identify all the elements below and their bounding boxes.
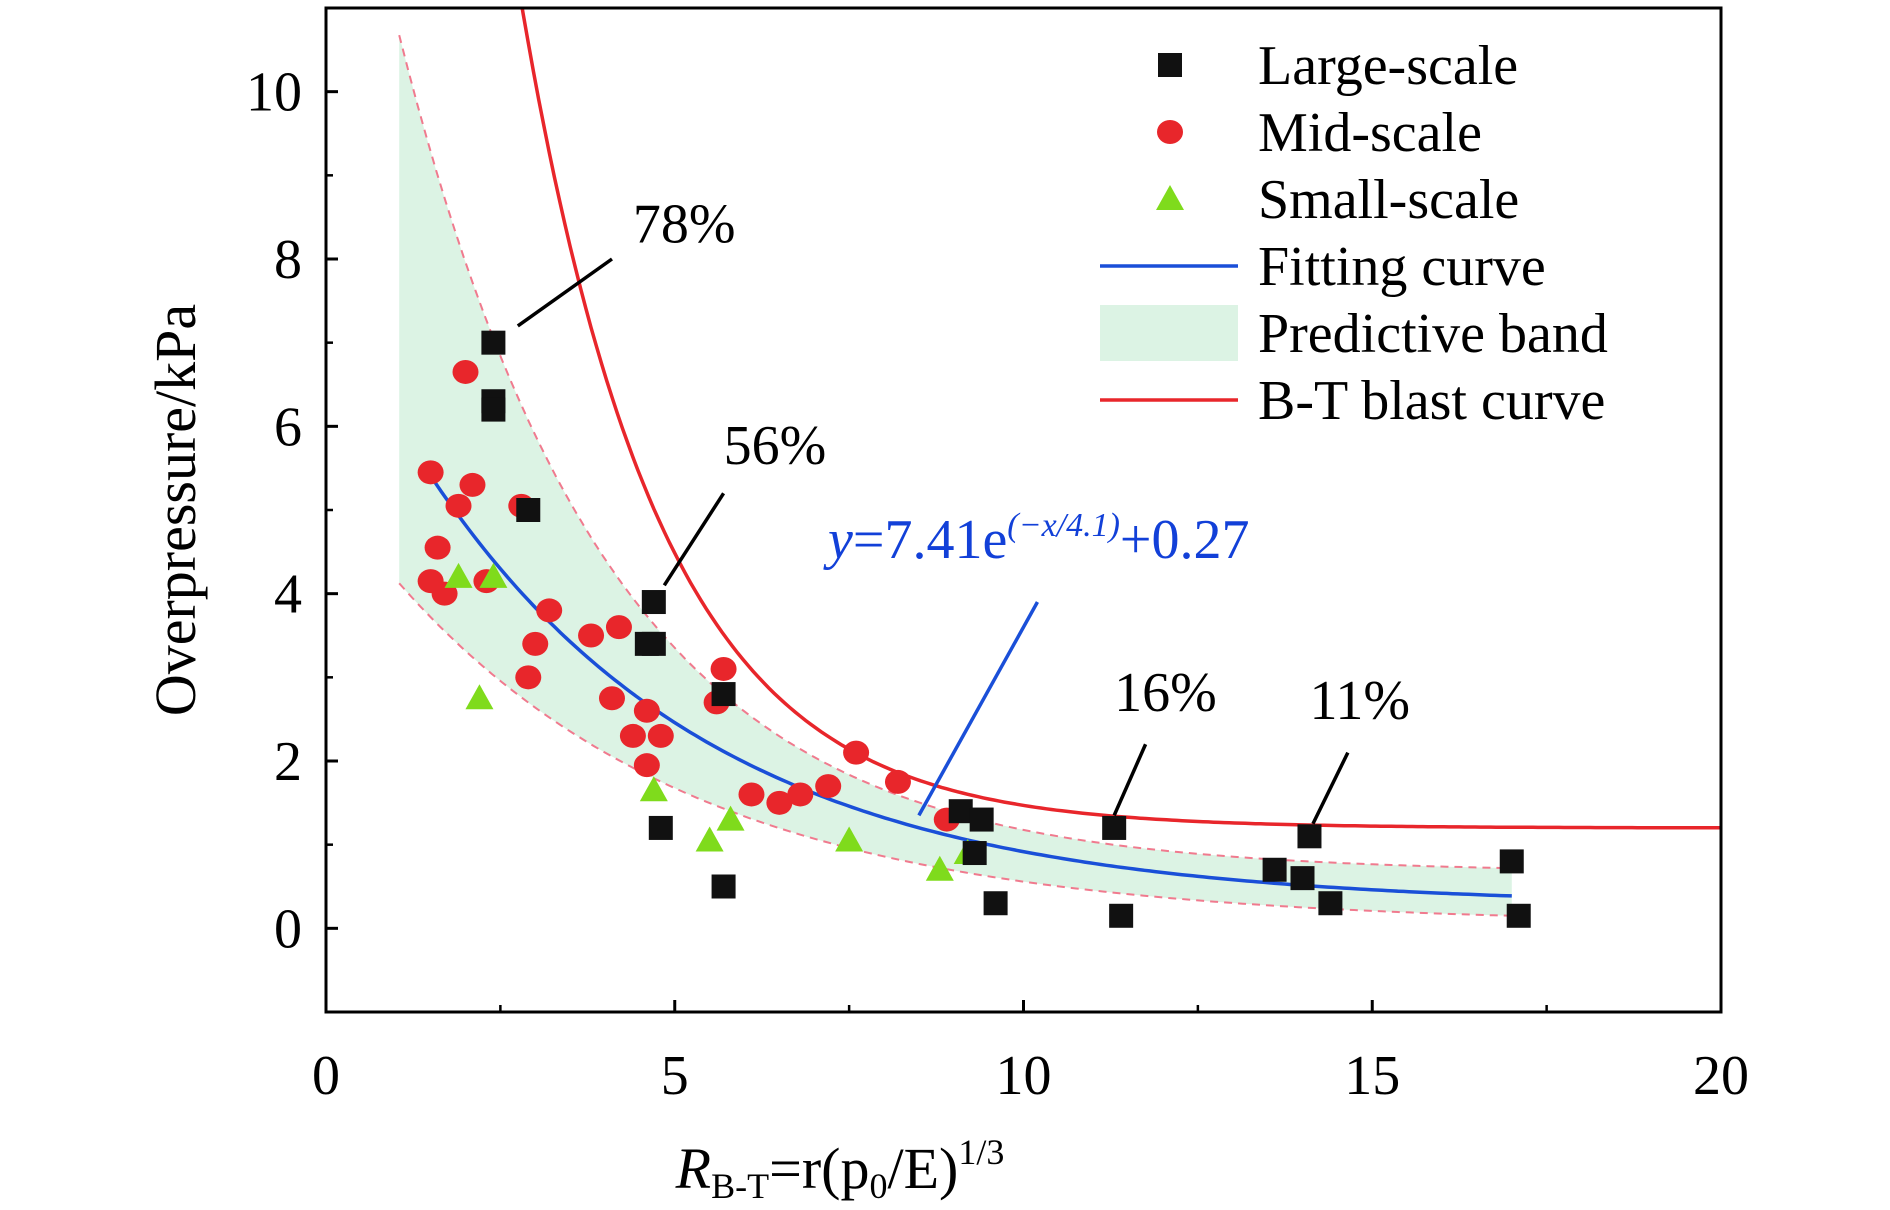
mid-scalepoint — [738, 782, 765, 807]
large-scalepoint — [711, 682, 736, 707]
y-axis-title: Overpressure/kPa — [143, 304, 208, 716]
large-scalepoint — [516, 498, 541, 522]
legend-band-label: Predictive band — [1258, 303, 1608, 365]
annotation-leader-line — [1112, 743, 1148, 817]
annotation-leader-line — [662, 492, 726, 587]
x-tick-label: 0 — [312, 1045, 340, 1107]
mid-scalepoint — [766, 790, 793, 815]
legend-small-symbol — [1156, 185, 1184, 210]
mid-scalepoint — [417, 460, 444, 485]
large-scalepoint — [711, 874, 736, 899]
mid-scalepoint — [710, 656, 737, 681]
legend-small-label: Small-scale — [1258, 169, 1519, 231]
large-scalepoint — [1262, 857, 1287, 882]
mid-scalepoint — [605, 615, 632, 640]
mid-scalepoint — [647, 723, 674, 748]
mid-scalepoint — [619, 723, 646, 748]
large-scalepoint — [1506, 903, 1531, 928]
annotation-label: 11% — [1309, 670, 1410, 732]
mid-scalepoint — [578, 623, 605, 648]
y-tick-label: 0 — [274, 898, 302, 960]
large-scalepoint — [969, 807, 994, 832]
large-scalepoint — [1102, 815, 1127, 840]
large-scalepoint — [641, 631, 666, 656]
legend-mid-label: Mid-scale — [1258, 102, 1482, 164]
legend-bt-label: B-T blast curve — [1258, 370, 1605, 432]
equation-leader-line — [917, 601, 1039, 817]
mid-scalepoint — [633, 698, 660, 723]
small-scalepoint — [639, 776, 668, 802]
small-scalepoint — [465, 684, 494, 710]
mid-scalepoint — [445, 493, 472, 518]
large-scalepoint — [1290, 866, 1315, 891]
mid-scalepoint — [424, 535, 451, 560]
mid-scalepoint — [515, 665, 542, 690]
mid-scalepoint — [843, 740, 870, 765]
mid-scalepoint — [522, 631, 549, 656]
large-scalepoint — [1499, 849, 1524, 874]
large-scalepoint — [641, 590, 666, 615]
y-tick-label: 2 — [274, 731, 302, 793]
small-scalepoint — [444, 562, 473, 588]
annotation-leader-line — [1311, 751, 1350, 825]
x-tick-label: 10 — [996, 1045, 1052, 1107]
small-scalepoint — [925, 855, 954, 881]
x-tick-label: 20 — [1693, 1045, 1749, 1107]
annotation-layer: 78% 56% 16% 11% — [516, 193, 1410, 825]
mid-scalepoint — [884, 769, 911, 794]
fitting-curve — [429, 474, 1512, 898]
large-scalepoint — [983, 891, 1008, 916]
large-scalepoint — [1318, 891, 1343, 916]
legend-large-label: Large-scale — [1258, 35, 1518, 97]
annotation-label: 78% — [633, 193, 736, 255]
mid-scalepoint — [598, 686, 625, 711]
bt-blast-curve — [520, 8, 1721, 830]
large-scalepoint — [648, 815, 673, 840]
large-scalepoint — [1109, 903, 1134, 928]
large-scalepoint — [1297, 824, 1322, 849]
mid-scalepoint — [787, 782, 814, 807]
small-scalepoint — [695, 826, 724, 852]
axis-layer: 0 5 10 15 20 0 2 4 6 8 10 — [246, 6, 1749, 1107]
large-scalepoint — [962, 841, 987, 866]
mid-scalepoint — [459, 472, 486, 497]
small-scalepoint — [716, 805, 745, 831]
annotation-leader-line — [516, 257, 613, 328]
y-tick-label: 4 — [274, 564, 302, 626]
legend-large-symbol — [1158, 53, 1182, 77]
large-scalepoint — [948, 799, 973, 824]
x-axis-title: RB-T=r(p0/E)1/3 — [675, 1132, 1005, 1206]
large-scalepoint — [481, 397, 506, 422]
curve-layer — [429, 8, 1721, 898]
y-tick-label: 8 — [274, 229, 302, 291]
mid-scalepoint — [815, 774, 842, 799]
data-point-layer — [417, 330, 1531, 928]
small-scalepoint — [479, 562, 508, 588]
small-scalepoint — [835, 826, 864, 852]
x-tick-label: 5 — [661, 1045, 689, 1107]
annotation-label: 16% — [1114, 662, 1217, 724]
large-scalepoint — [481, 330, 506, 355]
annotation-label: 56% — [724, 415, 827, 477]
fitting-equation: y=7.41e(−x/4.1)+0.27 — [823, 507, 1250, 571]
mid-scalepoint — [452, 359, 479, 384]
legend-band-symbol — [1100, 305, 1238, 361]
x-tick-label: 15 — [1344, 1045, 1400, 1107]
y-tick-label: 10 — [246, 62, 302, 124]
y-tick-label: 6 — [274, 396, 302, 458]
legend-mid-symbol — [1157, 120, 1183, 144]
predictive-band-layer — [398, 34, 1512, 917]
mid-scalepoint — [536, 598, 563, 623]
mid-scalepoint — [633, 753, 660, 778]
predictive-band-fill — [399, 35, 1512, 916]
legend-fit-label: Fitting curve — [1258, 236, 1546, 298]
